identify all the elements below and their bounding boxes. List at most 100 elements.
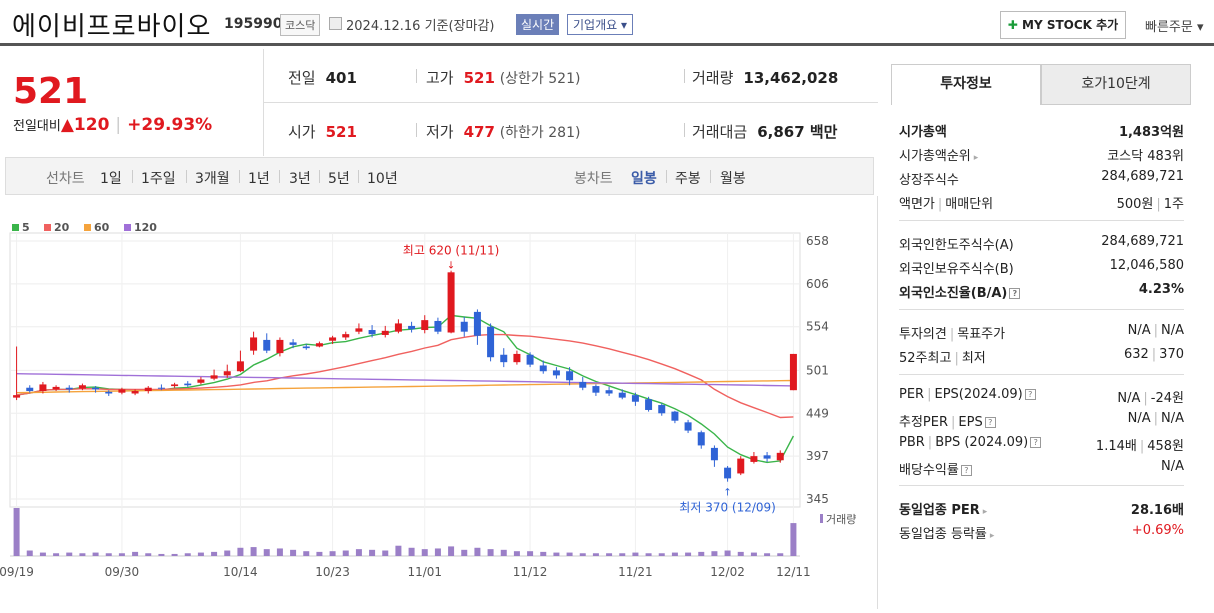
volume-bar <box>606 553 613 556</box>
volume-bar <box>13 508 20 556</box>
market-cap-row: 시가총액 1,483억원 <box>899 121 1184 141</box>
price-change: 전일대비▲120 | +29.93% <box>13 115 212 135</box>
market-badge: 코스닥 <box>280 14 321 36</box>
candle-body <box>39 384 47 392</box>
low-annotation: 최저 370 (12/09) <box>679 501 776 515</box>
candle-monthly[interactable]: 월봉 <box>720 171 746 187</box>
divider <box>186 170 187 183</box>
period-1w[interactable]: 1주일 <box>141 171 176 187</box>
realtime-button[interactable]: 실시간 <box>516 14 560 35</box>
volume-bar <box>448 546 455 556</box>
candle-body <box>78 385 86 389</box>
corp-info-dropdown[interactable]: 기업개요 ▾ <box>567 14 633 35</box>
est-eps-label: EPS <box>958 415 983 430</box>
prev-close: 전일 401 <box>288 67 357 88</box>
help-icon[interactable]: ? <box>984 417 996 428</box>
divider <box>684 123 685 137</box>
high-value: 521 <box>463 69 495 87</box>
cap-rank-row[interactable]: 시가총액순위 ▸ 코스닥 483위 <box>899 145 1184 165</box>
candle-body <box>631 395 639 402</box>
volume-bar <box>790 523 797 556</box>
sector-rate-label: 동일업종 등락률 <box>899 527 987 542</box>
help-icon[interactable]: ? <box>1009 288 1021 299</box>
period-1d[interactable]: 1일 <box>100 171 122 187</box>
candle-body <box>131 391 139 394</box>
opinion-label: 투자의견 <box>899 327 947 342</box>
x-tick-label: 10/14 <box>223 565 258 579</box>
prev-close-value: 401 <box>325 69 357 87</box>
foreign-ratio-label: 외국인소진율(B/A) <box>899 286 1008 301</box>
volume-bar <box>658 553 665 556</box>
volume-bar <box>224 550 231 556</box>
sector-per-row[interactable]: 동일업종 PER ▸ 28.16배 <box>899 499 1184 519</box>
x-tick-label: 11/12 <box>513 565 548 579</box>
candle-weekly[interactable]: 주봉 <box>675 171 701 187</box>
help-icon[interactable]: ? <box>960 465 972 476</box>
period-3m[interactable]: 3개월 <box>195 171 230 187</box>
candle-body <box>539 365 547 372</box>
candle-body <box>697 432 705 446</box>
candle-body <box>276 339 284 354</box>
volume-bar <box>329 551 336 556</box>
tab-invest-info[interactable]: 투자정보 <box>891 64 1041 105</box>
volume-bar <box>237 547 244 556</box>
volume-bar <box>513 551 520 556</box>
candle-body <box>750 456 758 462</box>
info-row-2: 시가 521 저가 477 (하한가 281) 거래대금 6,867 백만 <box>264 103 878 156</box>
volume-bar <box>26 550 33 556</box>
help-icon[interactable]: ? <box>1024 389 1036 400</box>
stock-code: 195990 <box>224 16 283 32</box>
candle-body <box>329 337 337 341</box>
pbr-label: PBR <box>899 435 925 450</box>
candle-body <box>52 386 60 390</box>
my-stock-add-button[interactable]: ✚ MY STOCK 추가 <box>1000 11 1126 39</box>
foreign-ratio-value: 4.23% <box>1138 282 1184 297</box>
candle-body <box>302 346 310 349</box>
unit-label: 매매단위 <box>945 197 994 212</box>
volume-bar <box>105 553 112 556</box>
divider <box>416 123 417 137</box>
candle-body <box>26 387 34 392</box>
volume-bar <box>764 553 771 556</box>
period-10y[interactable]: 10년 <box>367 171 398 187</box>
sector-rate-row[interactable]: 동일업종 등락률 ▸ +0.69% <box>899 523 1184 543</box>
target-label: 목표주가 <box>957 327 1006 342</box>
candle-body <box>645 399 653 410</box>
shares-row: 상장주식수 284,689,721 <box>899 169 1184 189</box>
current-price: 521 <box>13 71 89 112</box>
volume-bar <box>369 549 376 556</box>
company-name: 에이비프로바이오 <box>12 12 212 42</box>
candle-body <box>263 339 271 351</box>
plus-icon: ✚ <box>1007 18 1023 32</box>
volume-bar <box>53 553 60 556</box>
base-date: 2024.12.16 기준(장마감) <box>346 19 495 34</box>
help-icon[interactable]: ? <box>1030 437 1042 448</box>
foreign-limit-value: 284,689,721 <box>1101 234 1184 249</box>
stock-chart: 658 606 554 501 449 397 345 09/19 09/30 10/14 10/2… <box>0 196 878 609</box>
candle-body <box>223 371 231 376</box>
candle-body <box>526 354 534 365</box>
candle-body <box>250 337 258 351</box>
shares-value: 284,689,721 <box>1101 169 1184 184</box>
tab-orderbook-10[interactable]: 호가10단계 <box>1041 64 1191 105</box>
opinion-row: 투자의견 | 목표주가 N/A | N/A <box>899 323 1184 342</box>
legend-swatch <box>124 224 131 231</box>
period-5y[interactable]: 5년 <box>328 171 350 187</box>
volume-bar <box>303 551 310 556</box>
candle-body <box>421 320 429 331</box>
target-value: N/A <box>1161 323 1184 338</box>
volume-bar <box>145 553 152 556</box>
candle-body <box>513 353 521 363</box>
trade-amount: 거래대금 6,867 백만 <box>692 121 837 142</box>
period-3y[interactable]: 3년 <box>289 171 311 187</box>
candle-body <box>776 452 784 461</box>
volume-bar <box>197 552 204 556</box>
quick-order-dropdown[interactable]: 빠른주문 ▾ <box>1145 20 1204 35</box>
market-cap-label: 시가총액 <box>899 125 947 140</box>
ma-120-line <box>16 373 794 387</box>
candle-daily[interactable]: 일봉 <box>631 171 657 187</box>
price-info-grid: 전일 401 고가 521 (상한가 521) 거래량 13,462,028 시가 52… <box>264 49 878 156</box>
x-tick-label: 10/23 <box>315 565 350 579</box>
period-1y[interactable]: 1년 <box>248 171 270 187</box>
est-per-value: N/A <box>1127 411 1151 426</box>
